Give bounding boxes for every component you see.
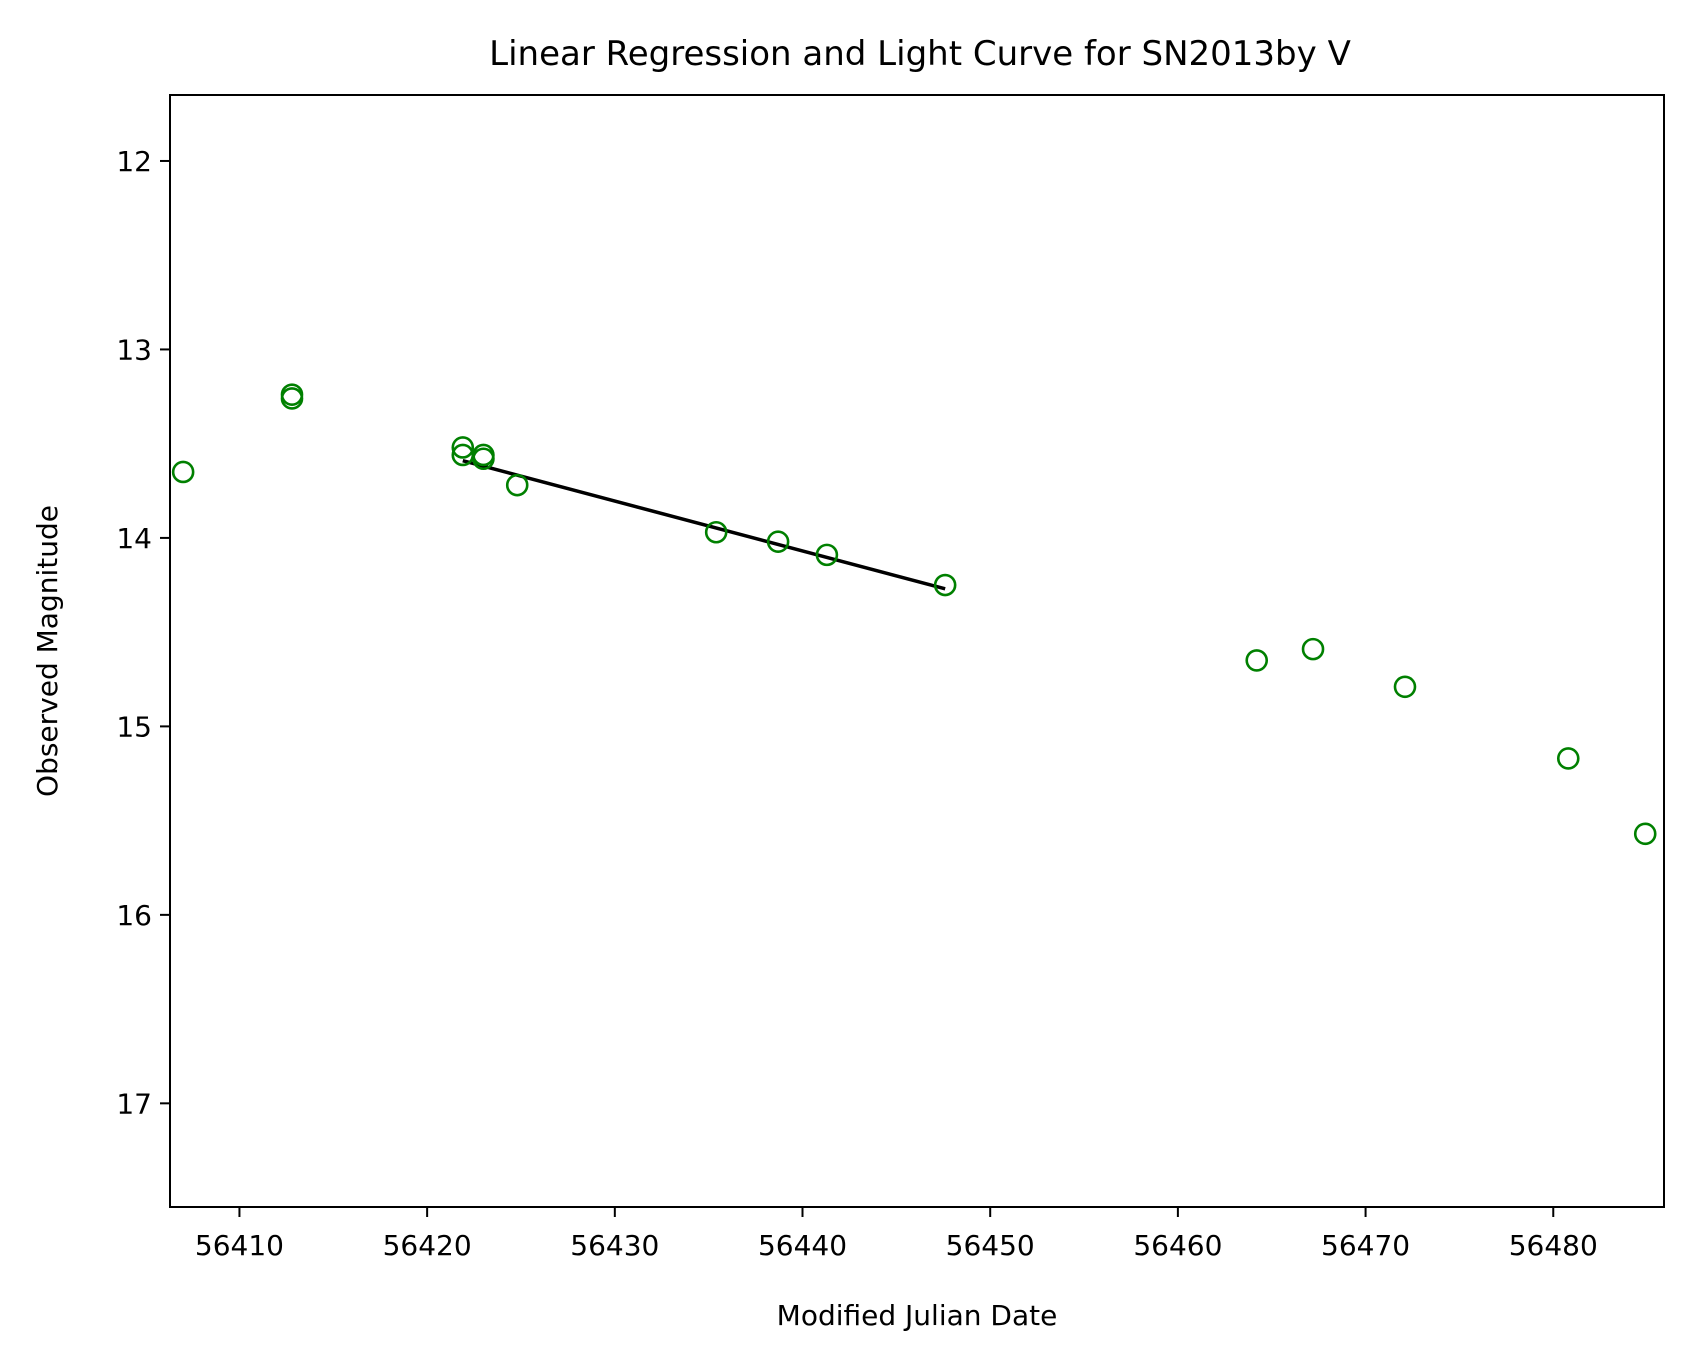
data-point <box>451 436 475 459</box>
data-point <box>1556 747 1580 770</box>
data-point <box>472 447 495 471</box>
regression-line <box>462 458 946 591</box>
y-tick-label: 17 <box>116 1087 152 1120</box>
y-axis-label: Observed Magnitude <box>31 505 64 797</box>
data-point <box>1245 649 1269 672</box>
x-tick-label: 56460 <box>1133 1229 1222 1262</box>
chart-title: Linear Regression and Light Curve for SN… <box>489 34 1351 74</box>
data-point <box>1301 637 1325 661</box>
x-axis: 56410 56420 56430 56440 56450 56460 56470 56480 <box>195 1207 1598 1262</box>
data-point <box>933 573 957 597</box>
y-tick-label: 16 <box>116 899 152 932</box>
x-tick-label: 56430 <box>570 1229 659 1262</box>
data-point <box>505 473 529 497</box>
x-axis-label: Modified Julian Date <box>777 1299 1058 1332</box>
data-point <box>171 460 195 484</box>
x-tick-label: 56410 <box>195 1229 284 1262</box>
x-tick-label: 56480 <box>1509 1229 1598 1262</box>
x-tick-label: 56470 <box>1321 1229 1410 1262</box>
y-axis: 12 13 14 15 16 17 <box>116 145 170 1120</box>
plot-frame <box>169 94 1665 1208</box>
y-tick-label: 12 <box>116 145 152 178</box>
data-point <box>766 530 790 553</box>
y-tick-label: 13 <box>116 333 152 366</box>
data-point <box>1633 822 1657 846</box>
x-tick-label: 56440 <box>758 1229 847 1262</box>
plot-area <box>171 383 1657 846</box>
y-tick-label: 14 <box>116 522 152 555</box>
x-tick-label: 56450 <box>946 1229 1035 1262</box>
data-point <box>280 387 304 410</box>
data-point <box>815 543 839 567</box>
data-point <box>1393 675 1417 699</box>
y-tick-label: 15 <box>116 710 152 743</box>
x-tick-label: 56420 <box>383 1229 472 1262</box>
data-point <box>704 520 728 544</box>
